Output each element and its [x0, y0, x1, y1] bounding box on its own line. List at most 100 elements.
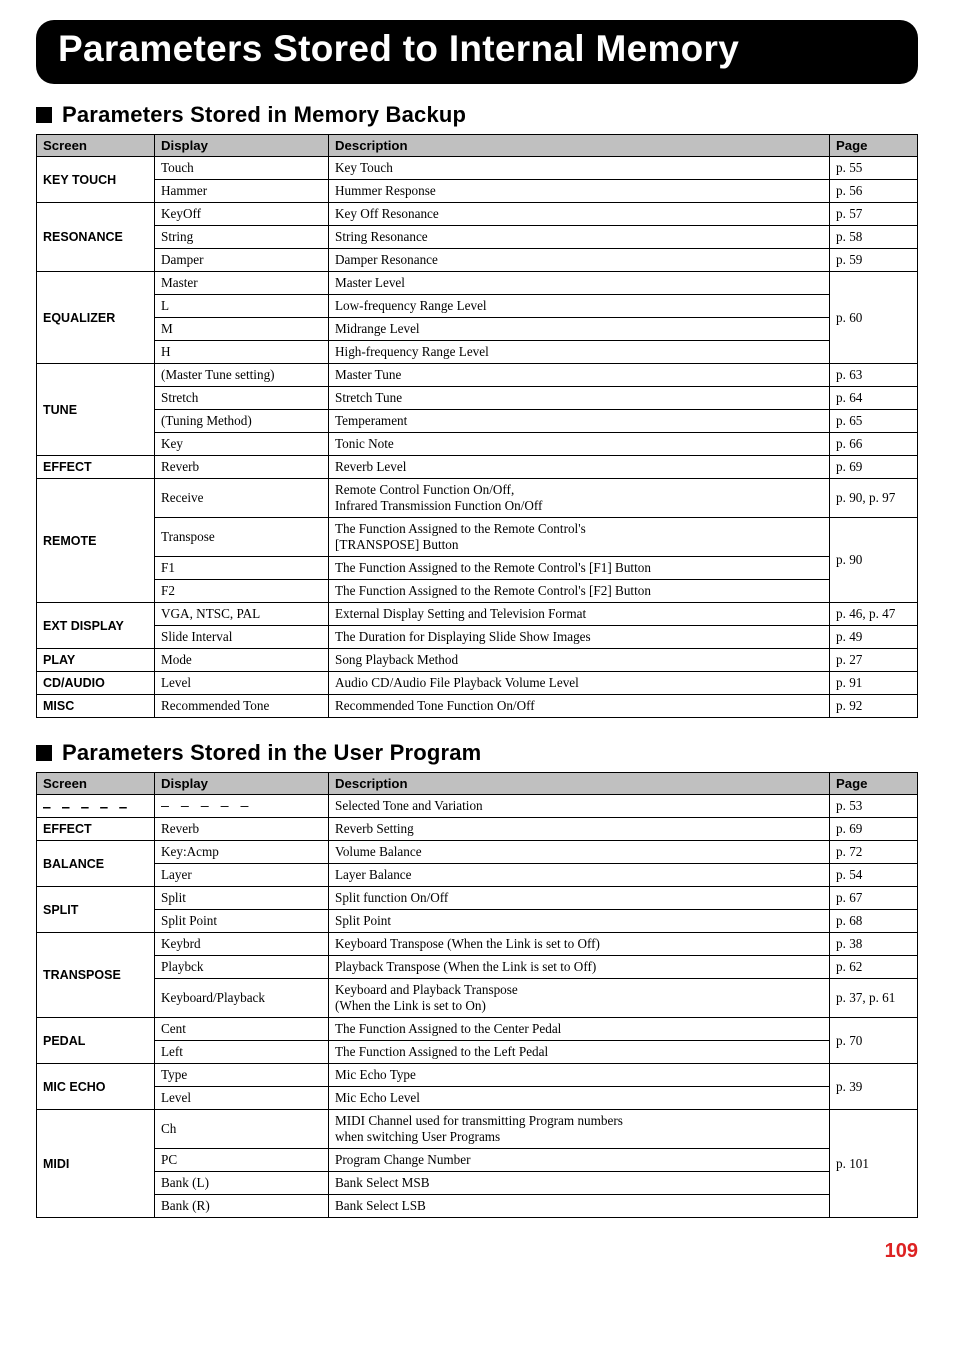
page-cell: p. 65: [830, 410, 918, 433]
col-page: Page: [830, 135, 918, 157]
page-cell: p. 38: [830, 933, 918, 956]
col-page: Page: [830, 773, 918, 795]
description-cell: Tonic Note: [329, 433, 830, 456]
page-cell: p. 69: [830, 456, 918, 479]
col-screen: Screen: [37, 773, 155, 795]
display-cell: M: [155, 318, 329, 341]
description-cell: Midrange Level: [329, 318, 830, 341]
display-cell: Slide Interval: [155, 626, 329, 649]
table-row: Keyboard/PlaybackKeyboard and Playback T…: [37, 979, 918, 1018]
table-row: LeftThe Function Assigned to the Left Pe…: [37, 1041, 918, 1064]
screen-cell: SPLIT: [37, 887, 155, 933]
description-cell: Volume Balance: [329, 841, 830, 864]
display-cell: Reverb: [155, 456, 329, 479]
table-row: Slide IntervalThe Duration for Displayin…: [37, 626, 918, 649]
display-cell: Cent: [155, 1018, 329, 1041]
parameters-table: ScreenDisplayDescriptionPageKEY TOUCHTou…: [36, 134, 918, 718]
display-cell: Layer: [155, 864, 329, 887]
display-cell: F2: [155, 580, 329, 603]
description-cell: MIDI Channel used for transmitting Progr…: [329, 1110, 830, 1149]
page-cell: p. 72: [830, 841, 918, 864]
section-heading: Parameters Stored in the User Program: [36, 740, 918, 766]
display-cell: KeyOff: [155, 203, 329, 226]
display-cell: String: [155, 226, 329, 249]
description-cell: Playback Transpose (When the Link is set…: [329, 956, 830, 979]
table-row: MIC ECHOTypeMic Echo Typep. 39: [37, 1064, 918, 1087]
square-bullet-icon: [36, 107, 52, 123]
screen-cell: – – – – –: [37, 795, 155, 818]
screen-cell: MIC ECHO: [37, 1064, 155, 1110]
description-cell: Mic Echo Level: [329, 1087, 830, 1110]
page-cell: p. 37, p. 61: [830, 979, 918, 1018]
page-cell: p. 63: [830, 364, 918, 387]
page-cell: p. 66: [830, 433, 918, 456]
description-cell: Master Level: [329, 272, 830, 295]
display-cell: Type: [155, 1064, 329, 1087]
screen-cell: BALANCE: [37, 841, 155, 887]
table-row: EQUALIZERMasterMaster Levelp. 60: [37, 272, 918, 295]
screen-cell: PEDAL: [37, 1018, 155, 1064]
display-cell: Keybrd: [155, 933, 329, 956]
table-row: DamperDamper Resonancep. 59: [37, 249, 918, 272]
table-row: PLAYModeSong Playback Methodp. 27: [37, 649, 918, 672]
display-cell: Bank (R): [155, 1195, 329, 1218]
display-cell: VGA, NTSC, PAL: [155, 603, 329, 626]
table-row: – – – – –– – – – –Selected Tone and Vari…: [37, 795, 918, 818]
table-row: PCProgram Change Number: [37, 1149, 918, 1172]
display-cell: Key: [155, 433, 329, 456]
description-cell: The Function Assigned to the Remote Cont…: [329, 580, 830, 603]
page-cell: p. 90, p. 97: [830, 479, 918, 518]
display-cell: Reverb: [155, 818, 329, 841]
description-cell: Split Point: [329, 910, 830, 933]
col-screen: Screen: [37, 135, 155, 157]
display-cell: Stretch: [155, 387, 329, 410]
display-cell: Transpose: [155, 518, 329, 557]
description-cell: The Function Assigned to the Left Pedal: [329, 1041, 830, 1064]
table-row: MIDIChMIDI Channel used for transmitting…: [37, 1110, 918, 1149]
col-desc: Description: [329, 773, 830, 795]
page-cell: p. 67: [830, 887, 918, 910]
page-cell: p. 60: [830, 272, 918, 364]
description-cell: The Duration for Displaying Slide Show I…: [329, 626, 830, 649]
description-cell: Song Playback Method: [329, 649, 830, 672]
screen-cell: RESONANCE: [37, 203, 155, 272]
table-row: CD/AUDIOLevelAudio CD/Audio File Playbac…: [37, 672, 918, 695]
description-cell: Bank Select MSB: [329, 1172, 830, 1195]
description-cell: The Function Assigned to the Remote Cont…: [329, 557, 830, 580]
table-row: Bank (R)Bank Select LSB: [37, 1195, 918, 1218]
display-cell: Split Point: [155, 910, 329, 933]
table-row: EFFECTReverbReverb Settingp. 69: [37, 818, 918, 841]
description-cell: Master Tune: [329, 364, 830, 387]
table-row: KeyTonic Notep. 66: [37, 433, 918, 456]
page-cell: p. 68: [830, 910, 918, 933]
col-desc: Description: [329, 135, 830, 157]
display-cell: PC: [155, 1149, 329, 1172]
page-cell: p. 69: [830, 818, 918, 841]
display-cell: (Master Tune setting): [155, 364, 329, 387]
description-cell: The Function Assigned to the Remote Cont…: [329, 518, 830, 557]
table-row: StringString Resonancep. 58: [37, 226, 918, 249]
screen-cell: TUNE: [37, 364, 155, 456]
table-row: MMidrange Level: [37, 318, 918, 341]
table-row: StretchStretch Tunep. 64: [37, 387, 918, 410]
table-row: EFFECTReverbReverb Levelp. 69: [37, 456, 918, 479]
table-row: BALANCEKey:AcmpVolume Balancep. 72: [37, 841, 918, 864]
page-cell: p. 39: [830, 1064, 918, 1110]
table-row: TRANSPOSEKeybrdKeyboard Transpose (When …: [37, 933, 918, 956]
page-cell: p. 90: [830, 518, 918, 603]
display-cell: Bank (L): [155, 1172, 329, 1195]
screen-cell: KEY TOUCH: [37, 157, 155, 203]
table-row: F1The Function Assigned to the Remote Co…: [37, 557, 918, 580]
description-cell: High-frequency Range Level: [329, 341, 830, 364]
page-cell: p. 49: [830, 626, 918, 649]
description-cell: Key Off Resonance: [329, 203, 830, 226]
description-cell: Keyboard and Playback Transpose(When the…: [329, 979, 830, 1018]
display-cell: (Tuning Method): [155, 410, 329, 433]
table-row: EXT DISPLAYVGA, NTSC, PALExternal Displa…: [37, 603, 918, 626]
table-row: TUNE(Master Tune setting)Master Tunep. 6…: [37, 364, 918, 387]
description-cell: Audio CD/Audio File Playback Volume Leve…: [329, 672, 830, 695]
page-cell: p. 54: [830, 864, 918, 887]
description-cell: Key Touch: [329, 157, 830, 180]
description-cell: Selected Tone and Variation: [329, 795, 830, 818]
description-cell: Reverb Setting: [329, 818, 830, 841]
